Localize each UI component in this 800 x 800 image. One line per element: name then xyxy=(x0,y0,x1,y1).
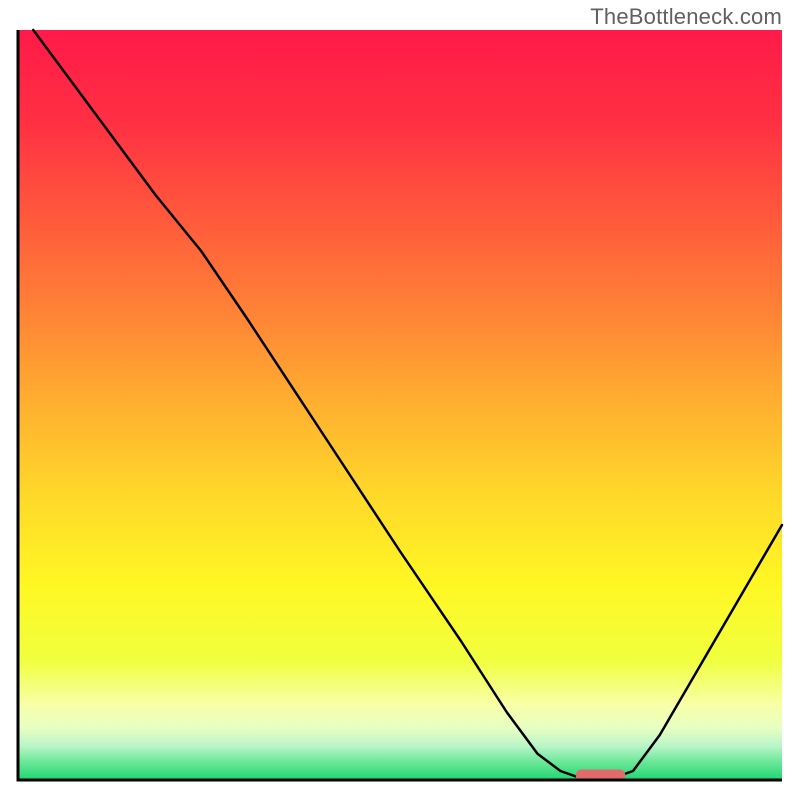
watermark-text: TheBottleneck.com xyxy=(590,4,782,30)
chart-container: TheBottleneck.com xyxy=(0,0,800,800)
bottleneck-chart xyxy=(0,0,800,800)
gradient-background xyxy=(18,30,782,780)
